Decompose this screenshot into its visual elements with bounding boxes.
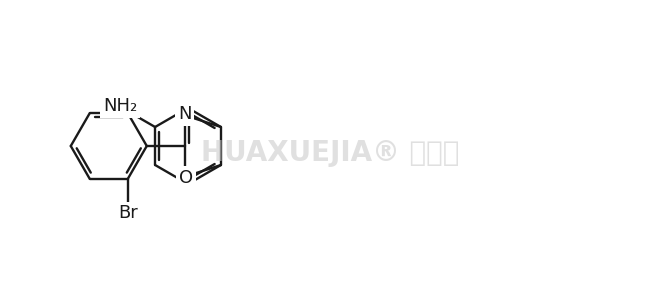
Text: N: N (178, 105, 192, 123)
Text: Br: Br (118, 204, 138, 222)
Text: HUAXUEJIA® 化学加: HUAXUEJIA® 化学加 (201, 139, 459, 167)
Text: NH₂: NH₂ (103, 97, 137, 115)
Text: O: O (179, 169, 193, 187)
